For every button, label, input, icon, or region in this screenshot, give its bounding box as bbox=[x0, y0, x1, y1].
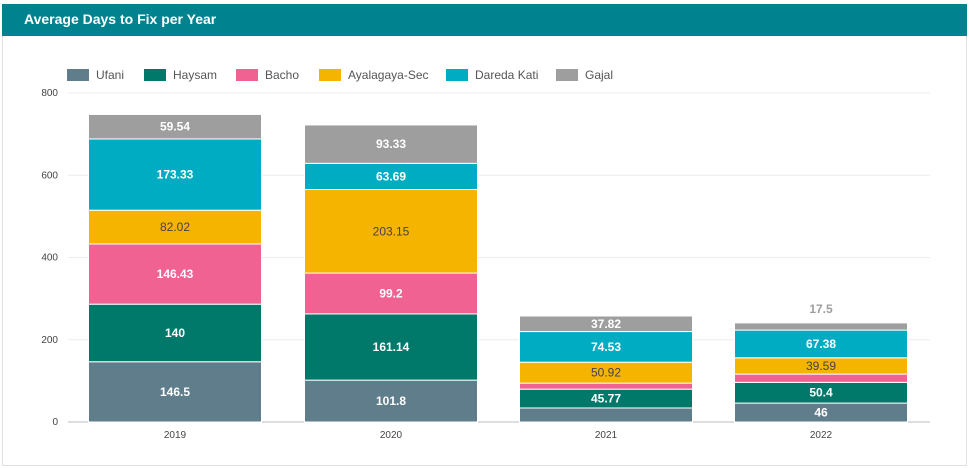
y-tick-label: 800 bbox=[41, 88, 58, 99]
data-label: 63.69 bbox=[376, 169, 406, 183]
bar-segment bbox=[734, 329, 908, 359]
legend-label: Gajal bbox=[585, 68, 614, 82]
legend-swatch bbox=[556, 69, 578, 81]
bar-segment bbox=[734, 322, 908, 331]
data-label: 173.33 bbox=[157, 168, 194, 182]
bar-segment bbox=[519, 331, 693, 363]
chart-header: Average Days to Fix per Year bbox=[2, 4, 967, 36]
bar-segment bbox=[88, 138, 262, 211]
legend-swatch bbox=[319, 69, 341, 81]
bar-segment bbox=[88, 209, 262, 245]
data-label: 93.33 bbox=[376, 137, 406, 151]
legend-swatch bbox=[446, 69, 468, 81]
bar-segment bbox=[88, 113, 262, 140]
y-tick-label: 600 bbox=[41, 170, 58, 181]
data-label: 39.59 bbox=[806, 359, 836, 373]
data-label: 140 bbox=[165, 326, 185, 340]
legend-label: Bacho bbox=[265, 68, 300, 82]
data-label: 74.53 bbox=[591, 340, 621, 354]
bar-segment bbox=[88, 303, 262, 363]
bar-segment bbox=[304, 162, 478, 191]
bar-segment bbox=[88, 243, 262, 305]
data-label: 37.82 bbox=[591, 317, 621, 331]
data-label: 50.4 bbox=[809, 386, 833, 400]
x-tick-label: 2020 bbox=[380, 430, 403, 441]
data-label: 50.92 bbox=[591, 366, 621, 380]
data-label: 82.02 bbox=[160, 220, 190, 234]
legend-label: Ayalagaya-Sec bbox=[348, 68, 429, 82]
legend-swatch bbox=[67, 69, 89, 81]
data-label: 146.5 bbox=[160, 385, 190, 399]
chart-title: Average Days to Fix per Year bbox=[24, 11, 217, 27]
bar-segment bbox=[304, 379, 478, 423]
data-label: 59.54 bbox=[160, 120, 190, 134]
bar-segment bbox=[304, 124, 478, 164]
bar-segment bbox=[519, 407, 693, 423]
data-label: 161.14 bbox=[373, 340, 410, 354]
x-tick-label: 2022 bbox=[810, 430, 833, 441]
bar-segment bbox=[734, 373, 908, 383]
data-label: 203.15 bbox=[373, 224, 410, 238]
legend-swatch bbox=[236, 69, 258, 81]
x-tick-label: 2021 bbox=[595, 430, 618, 441]
legend-label: Ufani bbox=[96, 68, 125, 82]
bar-segment bbox=[519, 382, 693, 390]
x-tick-label: 2019 bbox=[164, 430, 187, 441]
legend-swatch bbox=[144, 69, 166, 81]
data-label: 146.43 bbox=[157, 267, 194, 281]
legend-label: Haysam bbox=[173, 68, 218, 82]
legend-label: Dareda Kati bbox=[475, 68, 539, 82]
data-label: 101.8 bbox=[376, 394, 406, 408]
y-tick-label: 200 bbox=[41, 335, 58, 346]
y-tick-label: 400 bbox=[41, 253, 58, 264]
data-label: 17.5 bbox=[809, 302, 833, 316]
data-label: 67.38 bbox=[806, 337, 836, 351]
bar-segment bbox=[519, 315, 693, 333]
data-label: 45.77 bbox=[591, 392, 621, 406]
y-tick-label: 0 bbox=[52, 417, 58, 428]
data-label: 46 bbox=[814, 406, 828, 420]
data-label: 99.2 bbox=[379, 286, 403, 300]
